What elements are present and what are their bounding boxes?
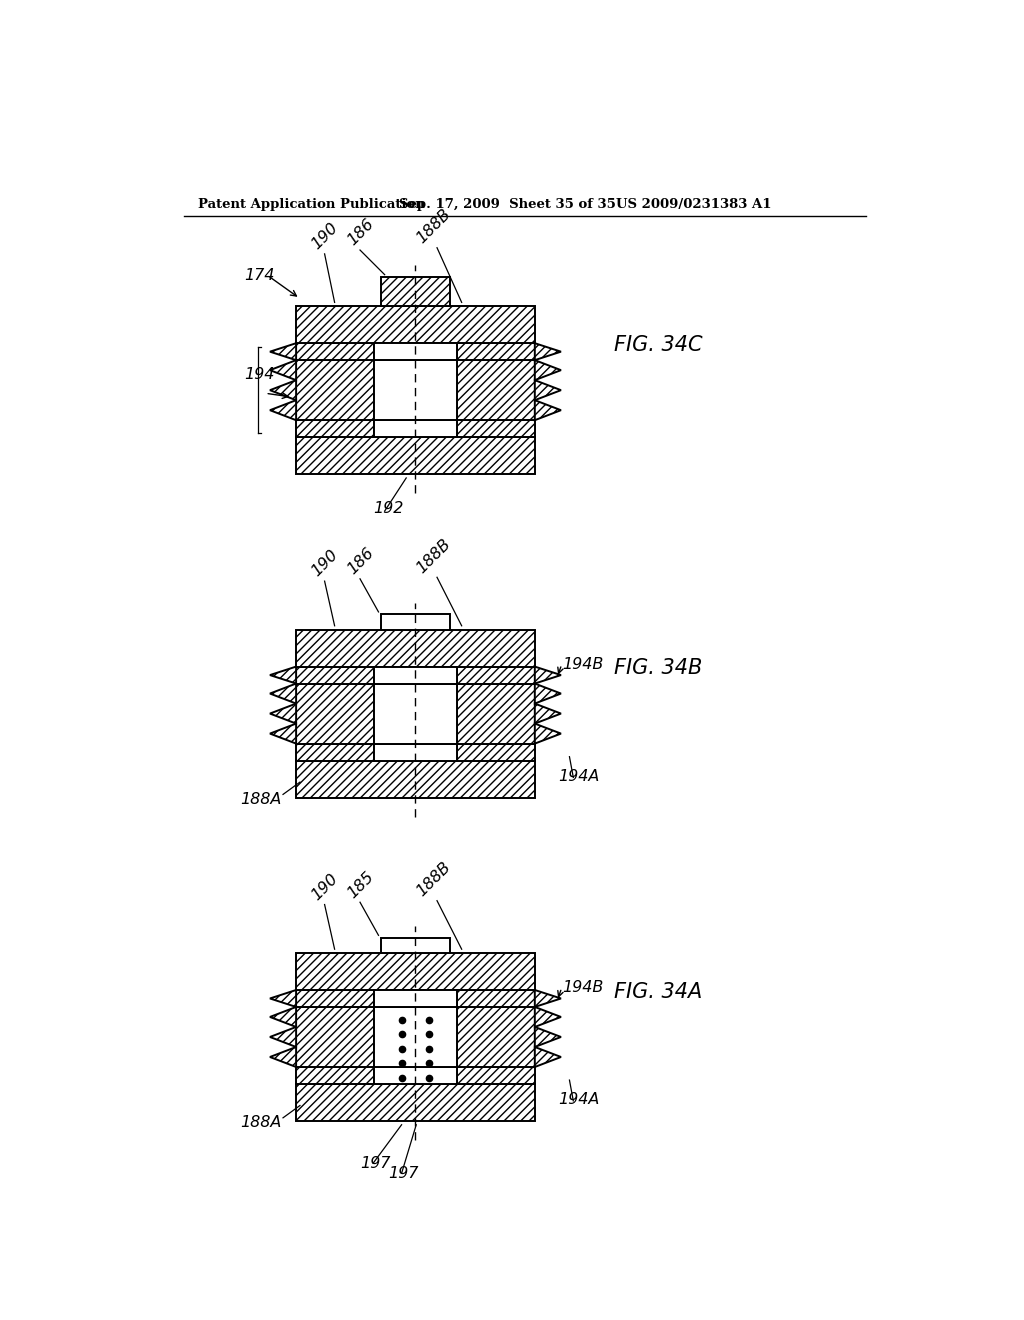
Polygon shape [270, 684, 296, 704]
Polygon shape [270, 1047, 296, 1067]
Polygon shape [535, 343, 561, 360]
Bar [457, 667, 535, 684]
Bar [296, 437, 535, 474]
Text: Patent Application Publication: Patent Application Publication [199, 198, 425, 211]
Bar [374, 667, 457, 684]
Polygon shape [270, 1027, 296, 1047]
Bar [296, 990, 374, 1007]
Text: 188A: 188A [240, 1115, 282, 1130]
Bar [296, 743, 374, 760]
Bar [457, 360, 535, 420]
Bar [374, 684, 457, 743]
Text: Sep. 17, 2009  Sheet 35 of 35: Sep. 17, 2009 Sheet 35 of 35 [398, 198, 615, 211]
Text: FIG. 34B: FIG. 34B [614, 659, 702, 678]
Polygon shape [270, 1007, 296, 1027]
Polygon shape [270, 380, 296, 400]
Polygon shape [270, 723, 296, 743]
Bar [457, 743, 535, 760]
Bar [457, 684, 535, 743]
Bar [374, 360, 457, 420]
Polygon shape [535, 667, 561, 684]
Bar [296, 1007, 374, 1067]
Text: FIG. 34A: FIG. 34A [614, 982, 702, 1002]
Text: 188B: 188B [414, 536, 454, 576]
Bar [296, 1084, 535, 1121]
Polygon shape [535, 1027, 561, 1047]
Polygon shape [535, 1047, 561, 1067]
Bar [296, 420, 374, 437]
Bar [296, 306, 535, 343]
Polygon shape [535, 723, 561, 743]
Text: 174: 174 [245, 268, 274, 284]
Polygon shape [535, 1007, 561, 1027]
Text: 188B: 188B [414, 859, 454, 899]
Polygon shape [270, 667, 296, 684]
Text: 194A: 194A [558, 1092, 599, 1107]
Polygon shape [270, 704, 296, 723]
Text: US 2009/0231383 A1: US 2009/0231383 A1 [615, 198, 771, 211]
Text: 194B: 194B [562, 657, 603, 672]
Text: 192: 192 [373, 502, 403, 516]
Bar [374, 343, 457, 360]
Text: 194: 194 [245, 367, 274, 383]
Bar [296, 360, 374, 420]
Bar [457, 420, 535, 437]
Polygon shape [535, 990, 561, 1007]
Text: 188B: 188B [414, 206, 454, 246]
Text: FIG. 34C: FIG. 34C [614, 335, 702, 355]
Polygon shape [535, 380, 561, 400]
Bar [374, 743, 457, 760]
Bar [374, 990, 457, 1007]
Bar [381, 277, 451, 306]
Polygon shape [270, 400, 296, 420]
Bar [296, 1067, 374, 1084]
Text: 188A: 188A [240, 792, 282, 807]
Bar [381, 937, 451, 953]
Bar [296, 684, 374, 743]
Bar [381, 614, 451, 630]
Text: 194A: 194A [558, 768, 599, 784]
Bar [374, 420, 457, 437]
Bar [296, 760, 535, 797]
Bar [296, 667, 374, 684]
Text: 186: 186 [345, 216, 377, 248]
Bar [457, 343, 535, 360]
Text: 190: 190 [309, 871, 341, 903]
Text: 190: 190 [309, 548, 341, 579]
Bar [374, 1007, 457, 1067]
Text: 197: 197 [360, 1156, 390, 1171]
Bar [296, 630, 535, 667]
Bar [457, 1007, 535, 1067]
Polygon shape [270, 360, 296, 380]
Polygon shape [535, 360, 561, 380]
Polygon shape [270, 343, 296, 360]
Bar [457, 990, 535, 1007]
Text: 190: 190 [309, 220, 341, 252]
Bar [374, 1067, 457, 1084]
Bar [296, 343, 374, 360]
Text: 194B: 194B [562, 981, 603, 995]
Text: 186: 186 [345, 545, 377, 577]
Polygon shape [535, 684, 561, 704]
Bar [457, 1067, 535, 1084]
Polygon shape [535, 704, 561, 723]
Polygon shape [535, 400, 561, 420]
Text: 197: 197 [388, 1166, 419, 1181]
Text: 185: 185 [345, 869, 377, 900]
Bar [296, 953, 535, 990]
Polygon shape [270, 990, 296, 1007]
